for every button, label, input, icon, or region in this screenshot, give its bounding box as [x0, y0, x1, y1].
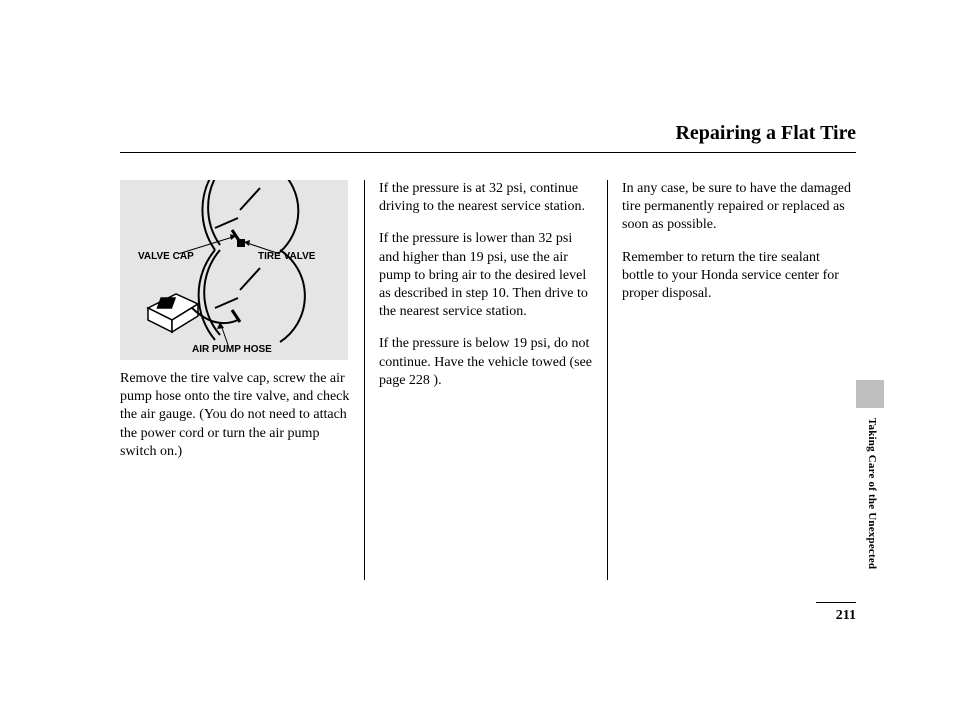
- col1-para1: Remove the tire valve cap, screw the air…: [120, 370, 350, 461]
- tire-diagram-figure: VALVE CAP TIRE VALVE AIR PUMP HOSE: [120, 180, 348, 360]
- tire-diagram-svg: [120, 180, 348, 360]
- column-3: In any case, be sure to have the damaged…: [608, 180, 852, 580]
- col3-para2: Remember to return the tire sealant bott…: [622, 249, 852, 304]
- col3-para1: In any case, be sure to have the damaged…: [622, 180, 852, 235]
- column-2: If the pressure is at 32 psi, continue d…: [364, 180, 608, 580]
- col2-para3: If the pressure is below 19 psi, do not …: [379, 335, 593, 390]
- label-tire-valve: TIRE VALVE: [258, 250, 315, 263]
- col2-para2: If the pressure is lower than 32 psi and…: [379, 230, 593, 321]
- title-rule: [120, 152, 856, 153]
- label-air-pump-hose: AIR PUMP HOSE: [192, 343, 272, 356]
- manual-page: Repairing a Flat Tire: [0, 0, 954, 710]
- column-1: VALVE CAP TIRE VALVE AIR PUMP HOSE Remov…: [120, 180, 364, 580]
- col2-para1: If the pressure is at 32 psi, continue d…: [379, 180, 593, 216]
- page-number: 211: [836, 608, 856, 624]
- section-label: Taking Care of the Unexpected: [866, 418, 878, 569]
- page-number-rule: [816, 602, 856, 603]
- section-tab: [856, 380, 884, 408]
- content-columns: VALVE CAP TIRE VALVE AIR PUMP HOSE Remov…: [120, 180, 860, 580]
- label-valve-cap: VALVE CAP: [138, 250, 194, 263]
- page-title: Repairing a Flat Tire: [675, 122, 856, 145]
